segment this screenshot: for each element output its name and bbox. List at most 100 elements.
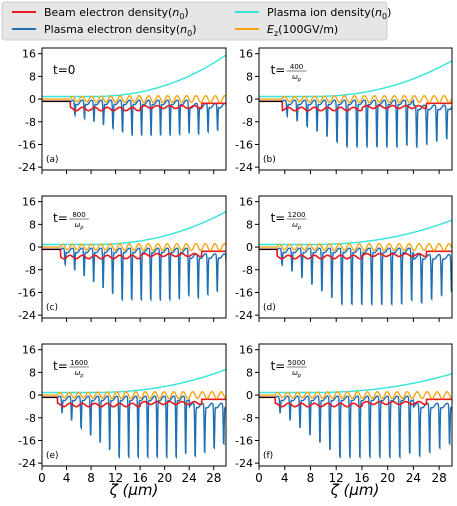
time-label: t= xyxy=(271,211,286,225)
y-tick-label: 8 xyxy=(29,218,36,231)
ez-field-line xyxy=(259,94,452,104)
y-tick-label: 16 xyxy=(239,48,253,61)
plasma-electron-density-line xyxy=(259,247,452,307)
y-tick-label: -16 xyxy=(18,434,36,447)
time-label: t=0 xyxy=(53,63,75,77)
ion-density-line xyxy=(42,211,226,246)
ez-field-line xyxy=(42,94,226,104)
y-tick-label: -8 xyxy=(25,264,36,277)
panel-c: 16 8 0 -8 -16 -24 (c) t= 800 ωp xyxy=(18,195,227,322)
time-label: t= xyxy=(53,211,68,225)
y-tick-label: -16 xyxy=(18,286,36,299)
x-tick-label: 28 xyxy=(206,471,221,485)
y-tick-label: 0 xyxy=(246,93,253,106)
x-tick-label: 28 xyxy=(431,471,446,485)
y-tick-label: 0 xyxy=(29,241,36,254)
y-tick-label: 8 xyxy=(246,70,253,83)
y-tick-label: 8 xyxy=(246,366,253,379)
beam-electron-density-line xyxy=(42,100,226,112)
x-tick-label: 16 xyxy=(132,471,147,485)
ez-field-line xyxy=(42,242,226,252)
y-tick-label: -24 xyxy=(18,161,36,174)
y-tick-label: 0 xyxy=(29,93,36,106)
x-tick-label: 16 xyxy=(354,471,369,485)
y-tick-label: 0 xyxy=(29,389,36,402)
x-tick-label: 8 xyxy=(87,471,95,485)
y-tick-label: 16 xyxy=(239,344,253,357)
x-tick-label: 12 xyxy=(329,471,344,485)
plasma-electron-density-line xyxy=(42,99,226,137)
time-numerator: 400 xyxy=(290,63,303,71)
x-tick-label: 20 xyxy=(157,471,172,485)
x-tick-label: 24 xyxy=(182,471,197,485)
panel-tag: (e) xyxy=(46,451,59,461)
legend-box xyxy=(1,1,388,41)
panel-b: 16 8 0 -8 -16 -24 (b) t= 400 ωp xyxy=(235,47,453,174)
y-tick-label: -8 xyxy=(242,264,253,277)
time-numerator: 800 xyxy=(72,211,85,219)
time-denominator: ωp xyxy=(292,369,301,379)
plasma-electron-density-line xyxy=(42,395,226,460)
panel-frame xyxy=(41,47,227,171)
beam-electron-density-line xyxy=(42,396,226,408)
ez-field-line xyxy=(259,391,452,400)
x-tick-label: 12 xyxy=(108,471,123,485)
y-tick-label: 0 xyxy=(246,241,253,254)
panel-tag: (f) xyxy=(263,451,273,461)
y-tick-label: 16 xyxy=(239,196,253,209)
x-tick-label: 4 xyxy=(63,471,71,485)
panel-frame xyxy=(258,343,453,467)
beam-electron-density-line xyxy=(42,248,226,260)
panel-frame xyxy=(41,195,227,319)
y-tick-label: -16 xyxy=(235,138,253,151)
y-tick-label: -16 xyxy=(18,138,36,151)
ion-density-line xyxy=(259,219,452,246)
y-tick-label: -8 xyxy=(25,116,36,129)
y-tick-label: -16 xyxy=(235,434,253,447)
y-tick-label: 16 xyxy=(22,48,36,61)
x-tick-label: 24 xyxy=(406,471,421,485)
x-axis-labels: ζ (μm) ζ (μm) xyxy=(109,481,380,499)
x-axis-label: ζ (μm) xyxy=(330,481,380,499)
plasma-electron-density-line xyxy=(259,98,452,149)
plasma-electron-density-line xyxy=(259,395,452,460)
ion-density-line xyxy=(259,373,452,394)
y-tick-label: -16 xyxy=(235,286,253,299)
time-numerator: 5000 xyxy=(288,359,306,367)
panel-frame xyxy=(258,47,453,171)
x-tick-label: 0 xyxy=(38,471,46,485)
legend-label-ez: Ez(100GV/m) xyxy=(267,23,338,38)
y-tick-label: 8 xyxy=(246,218,253,231)
y-tick-label: 0 xyxy=(246,389,253,402)
y-tick-label: -24 xyxy=(235,309,253,322)
y-tick-label: 8 xyxy=(29,70,36,83)
panel-tag: (c) xyxy=(46,303,58,313)
panel-frame xyxy=(258,195,453,319)
x-tick-label: 20 xyxy=(380,471,395,485)
ion-density-line xyxy=(259,60,452,98)
ez-field-line xyxy=(42,391,226,400)
y-tick-label: 16 xyxy=(22,196,36,209)
time-label: t= xyxy=(271,63,286,77)
ion-density-line xyxy=(42,368,226,394)
x-tick-label: 4 xyxy=(281,471,289,485)
beam-electron-density-line xyxy=(259,396,452,408)
time-numerator: 1600 xyxy=(70,359,88,367)
y-tick-label: 8 xyxy=(29,366,36,379)
panel-a: 16 8 0 -8 -16 -24 (a) t=0 xyxy=(18,47,227,174)
y-tick-label: 16 xyxy=(22,344,36,357)
panel-tag: (d) xyxy=(263,303,276,313)
time-denominator: ωp xyxy=(75,221,84,231)
x-axis-label: ζ (μm) xyxy=(109,481,159,499)
legend-label-beam: Beam electron density(n0) xyxy=(44,6,189,21)
time-denominator: ωp xyxy=(292,73,301,83)
time-label: t= xyxy=(53,359,68,373)
legend: Beam electron density(n0) Plasma ion dens… xyxy=(1,1,391,41)
y-tick-label: -24 xyxy=(18,457,36,470)
legend-label-plasma: Plasma electron density(n0) xyxy=(44,23,197,38)
panel-tag: (a) xyxy=(46,155,59,165)
beam-electron-density-line xyxy=(259,100,452,112)
